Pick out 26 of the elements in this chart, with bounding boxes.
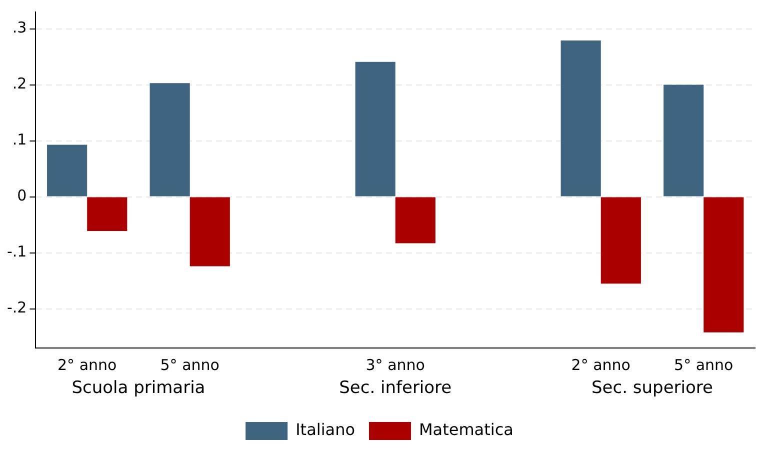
- bar: [190, 197, 230, 266]
- legend-label: Matematica: [418, 420, 514, 440]
- x-tick-label: 2° anno: [58, 356, 117, 374]
- bar: [560, 40, 601, 196]
- bar: [355, 62, 396, 196]
- text: Sec. inferiore: [339, 378, 452, 398]
- bar: [87, 197, 128, 231]
- y-tick-label: .3: [12, 18, 27, 37]
- bar: [600, 197, 641, 284]
- y-tick-label: -.1: [6, 242, 27, 261]
- y-tick-label: -.2: [6, 298, 27, 317]
- x-tick-label: 5° anno: [160, 356, 220, 374]
- y-tick-label: .1: [12, 130, 27, 149]
- bar: [704, 197, 744, 332]
- text: Scuola primaria: [72, 378, 206, 398]
- y-tick-label: 0: [17, 186, 27, 205]
- x-tick-label: 5° anno: [674, 356, 734, 374]
- text: Sec. superiore: [592, 378, 713, 398]
- bar: [395, 197, 436, 244]
- x-tick-label: 2° anno: [571, 356, 630, 374]
- bar: [150, 83, 190, 196]
- x-tick-label: 3° anno: [366, 356, 425, 374]
- legend-label: Italiano: [296, 420, 355, 440]
- y-tick-label: .2: [12, 74, 27, 93]
- bar: [47, 144, 88, 196]
- bar: [664, 84, 704, 196]
